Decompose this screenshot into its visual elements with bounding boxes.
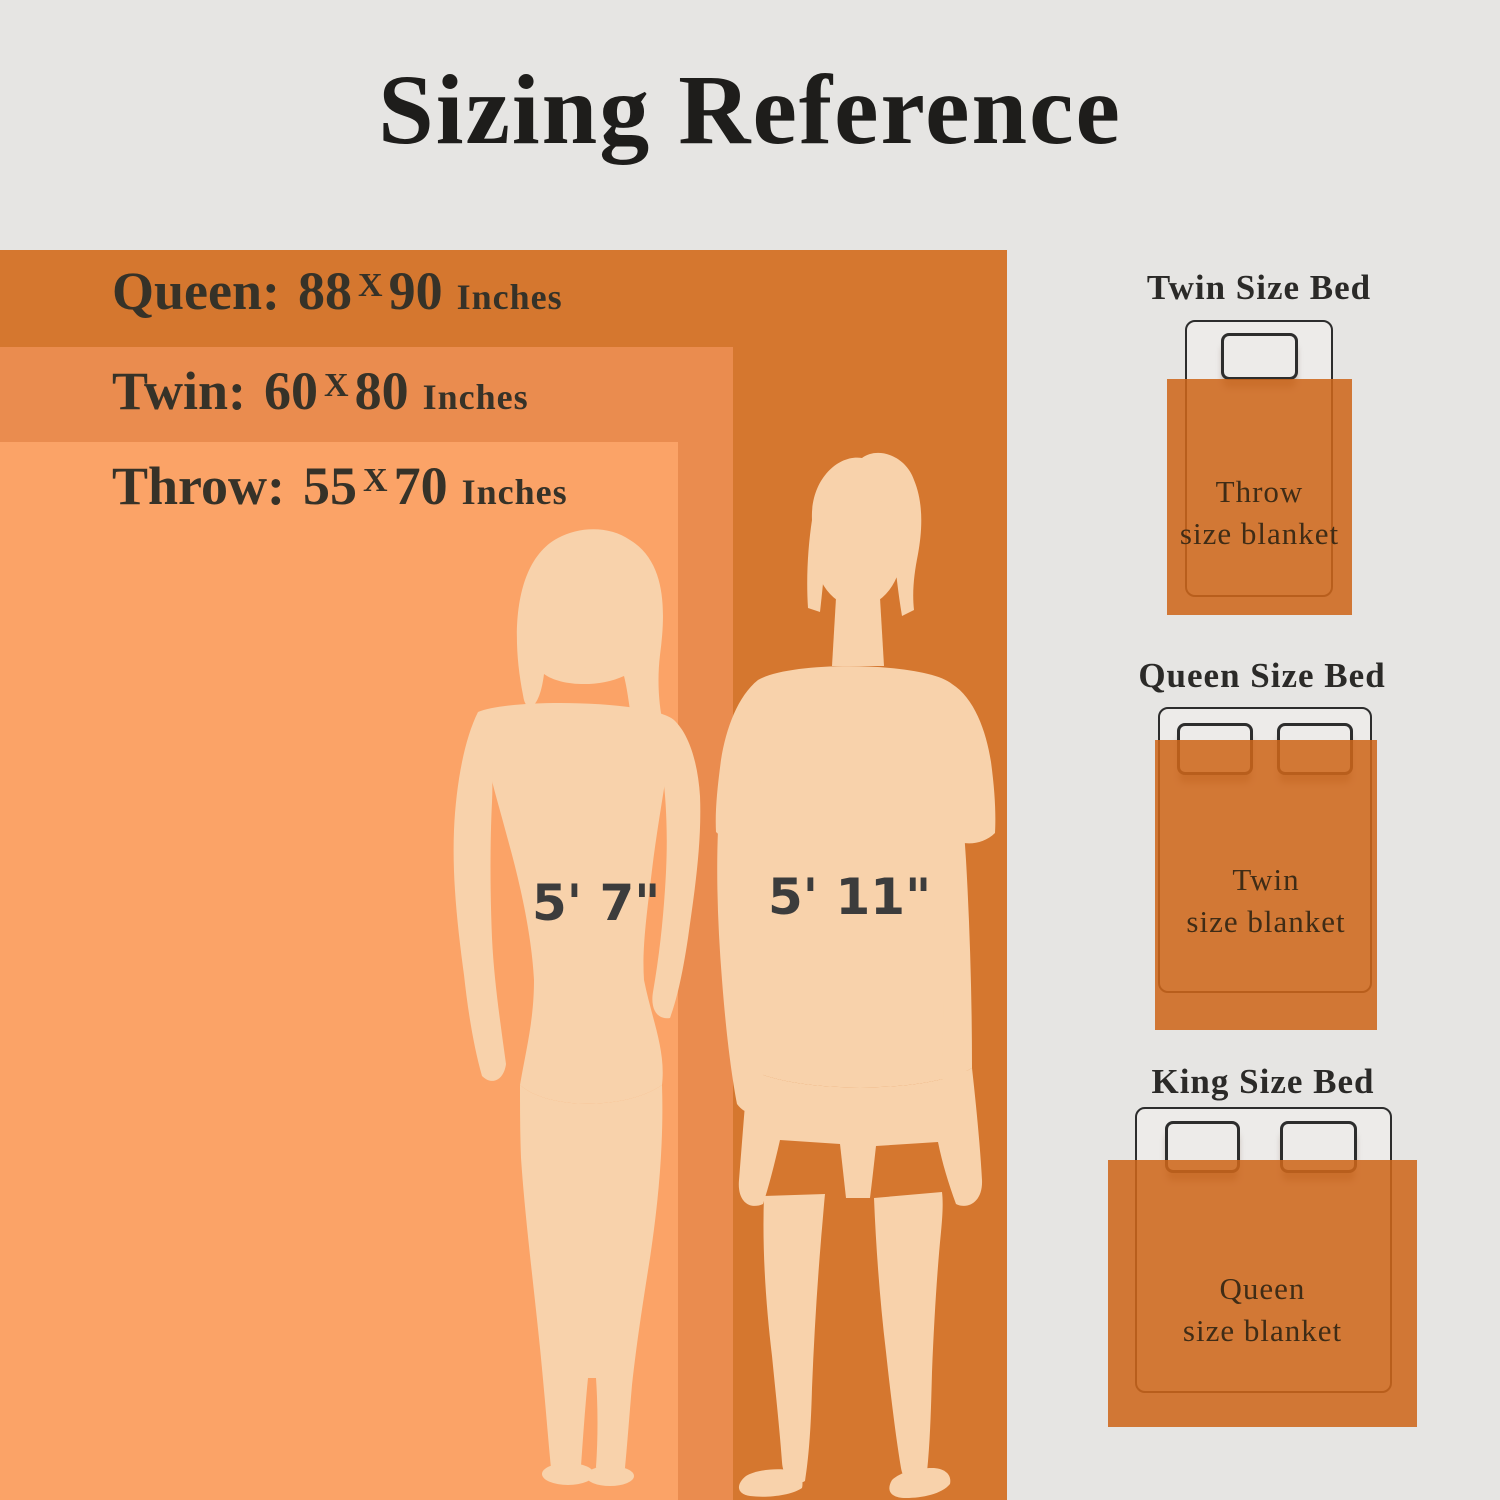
size-width: 60 [264, 361, 319, 421]
size-height: 90 [388, 261, 443, 321]
multiply-symbol: X [358, 267, 383, 304]
blanket-label: Twin size blanket [1186, 862, 1346, 939]
queen-blanket-overlay: Queen size blanket [1108, 1160, 1417, 1427]
man-silhouette-icon [715, 452, 996, 1498]
multiply-symbol: X [324, 367, 349, 404]
size-unit: Inches [461, 472, 568, 512]
size-name: Twin: [112, 361, 247, 421]
man-height-label: 5' 11" [768, 868, 932, 926]
throw-blanket-overlay: Throw size blanket [1167, 379, 1352, 615]
twin-bed-title: Twin Size Bed [1146, 268, 1372, 307]
size-name: Queen: [112, 261, 280, 321]
multiply-symbol: X [363, 462, 388, 499]
blanket-label: Throw size blanket [1179, 474, 1340, 551]
king-bed-title: King Size Bed [1151, 1062, 1375, 1101]
woman-height-label: 5' 7" [532, 874, 661, 932]
size-name: Throw: [112, 456, 286, 516]
size-height: 70 [393, 456, 448, 516]
size-width: 88 [298, 261, 352, 321]
twin-size-label: Twin: 60 X 80 Inches [112, 361, 529, 421]
page-title: Sizing Reference [378, 54, 1122, 165]
size-unit: Inches [456, 277, 563, 317]
twin-blanket-overlay: Twin size blanket [1155, 740, 1377, 1030]
queen-bed-title: Queen Size Bed [1138, 656, 1386, 695]
pillow-icon [1221, 333, 1298, 380]
throw-size-label: Throw: 55 X 70 Inches [112, 456, 568, 516]
size-unit: Inches [422, 377, 529, 417]
size-width: 55 [303, 456, 358, 516]
queen-size-label: Queen: 88 X 90 Inches [112, 261, 563, 321]
woman-silhouette-icon [453, 529, 701, 1486]
blanket-label: Queen size blanket [1182, 1270, 1343, 1348]
human-silhouettes [453, 452, 996, 1498]
size-height: 80 [354, 361, 409, 421]
